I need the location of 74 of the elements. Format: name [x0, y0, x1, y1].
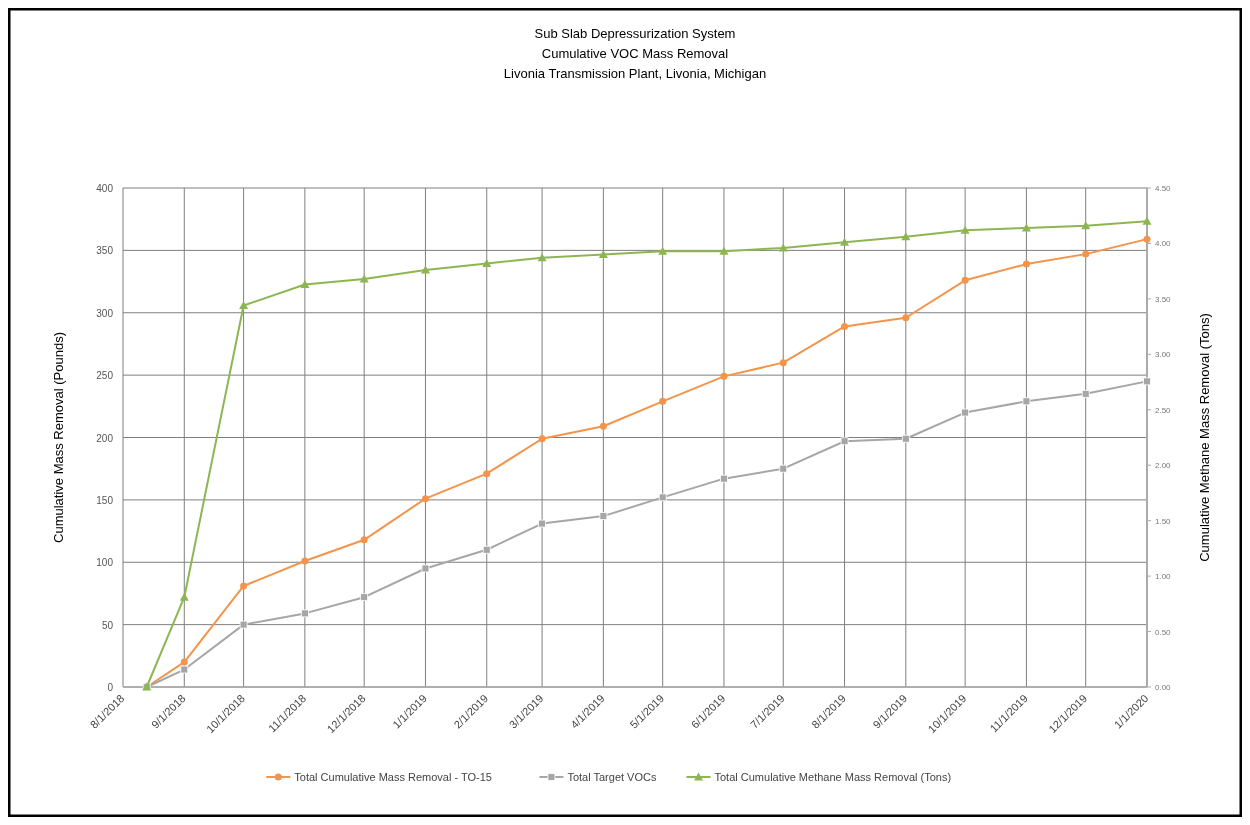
y-tick-label: 200: [96, 432, 114, 444]
point: [1143, 235, 1151, 243]
y-tick-label: 350: [96, 245, 114, 257]
point: [599, 512, 608, 520]
point: [360, 593, 369, 602]
y-tick-label: 100: [96, 557, 114, 569]
point: [420, 265, 430, 274]
point: [599, 422, 607, 430]
y-tick-label: 50: [101, 619, 114, 631]
point: [421, 495, 429, 503]
y2-axis-title: Cumulative Methane Mass Removal (Tons): [1197, 313, 1212, 562]
point: [902, 314, 910, 322]
point: [840, 237, 850, 246]
point: [482, 545, 491, 554]
point: [1022, 397, 1031, 406]
point: [840, 437, 849, 446]
point: [537, 253, 547, 262]
point: [300, 609, 309, 618]
y2-tick-label: 3.50: [1155, 294, 1172, 304]
point: [239, 620, 248, 629]
point: [240, 582, 248, 590]
point: [961, 276, 969, 284]
y2-tick-label: 4.50: [1155, 184, 1172, 193]
chart-title: Sub Slab Depressurization System Cumulative VOC Mass Removal Livonia Transmission Plant, Livonia, Michigan: [503, 26, 767, 81]
y2-tick-label: 1.00: [1155, 572, 1172, 582]
point: [841, 322, 849, 330]
legend-label: Total Cumulative Methane Mass Removal (Tons): [714, 771, 952, 783]
point: [1022, 260, 1030, 268]
y-tick-label: 0: [107, 682, 114, 693]
point: [301, 557, 309, 565]
point: [180, 665, 189, 674]
point: [483, 470, 491, 478]
y2-tick-label: 3.00: [1155, 350, 1172, 360]
point: [538, 519, 546, 528]
point: [901, 232, 911, 241]
point: [658, 246, 668, 255]
y2-tick-label: 2.50: [1155, 405, 1172, 415]
point: [180, 658, 188, 666]
y2-tick-label: 2.00: [1155, 461, 1172, 471]
y2-tick-label: 0.50: [1155, 627, 1172, 637]
point: [421, 564, 430, 573]
point: [360, 536, 368, 544]
point: [778, 243, 788, 252]
point: [1142, 216, 1152, 225]
legend-label: Total Target VOCs: [567, 771, 657, 783]
point: [658, 493, 667, 502]
y2-tick-label: 4.00: [1155, 239, 1172, 249]
point: [482, 258, 492, 267]
point: [1143, 377, 1151, 386]
point: [779, 464, 788, 473]
y-tick-label: 250: [96, 370, 114, 382]
point: [961, 408, 970, 417]
point: [960, 225, 970, 234]
point: [901, 434, 910, 443]
point: [659, 397, 667, 405]
y-tick-label: 150: [96, 494, 114, 506]
point: [720, 474, 728, 483]
point: [1082, 250, 1090, 258]
point: [1081, 221, 1091, 230]
y2-tick-label: 1.50: [1155, 516, 1172, 526]
y-tick-label: 400: [96, 183, 114, 194]
legend-label: Total Cumulative Mass Removal - TO-15: [294, 771, 492, 783]
point: [538, 435, 546, 443]
point: [779, 359, 787, 367]
point: [1081, 389, 1090, 398]
point: [598, 250, 608, 259]
point: [239, 301, 249, 310]
point: [719, 246, 729, 255]
y2-tick-label: 0.00: [1155, 683, 1172, 692]
y-axis-title: Cumulative Mass Removal (Pounds): [51, 332, 66, 543]
point: [720, 372, 728, 380]
point: [179, 592, 189, 601]
point: [300, 279, 310, 288]
y-tick-label: 300: [96, 307, 114, 319]
